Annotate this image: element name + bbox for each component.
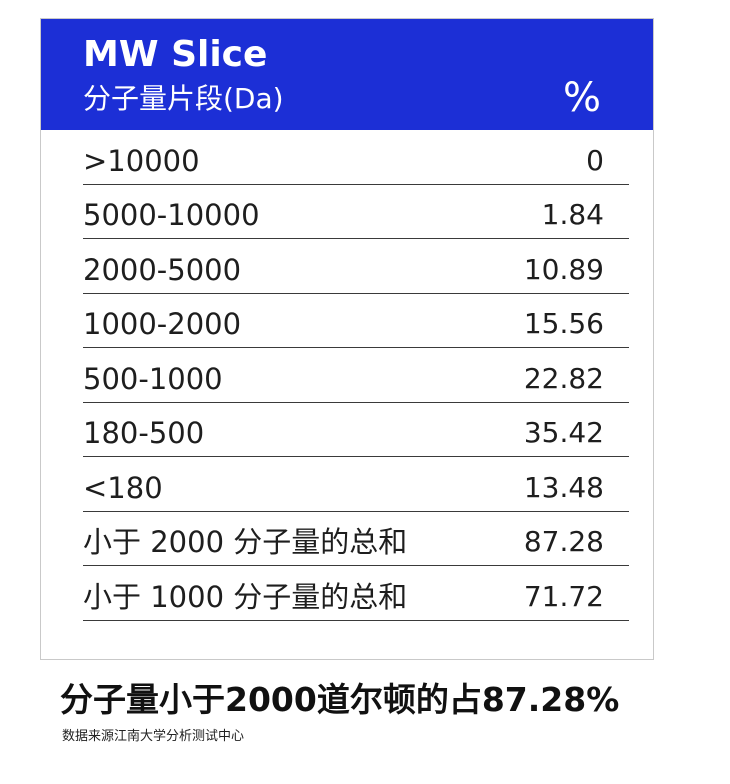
row-label: 小于 2000 分子量的总和 (83, 525, 408, 559)
row-label: 2000-5000 (83, 252, 242, 287)
percent-column-header: % (562, 75, 601, 121)
table-row: 5000-10000 1.84 (83, 185, 629, 239)
table-subtitle: 分子量片段(Da) (83, 82, 284, 115)
row-label: 1000-2000 (83, 307, 242, 341)
row-label: 小于 1000 分子量的总和 (83, 579, 408, 614)
row-label: 500-1000 (83, 361, 223, 396)
mw-slice-table-card: MW Slice 分子量片段(Da) % >10000 0 5000-10000… (40, 18, 654, 660)
row-value: 35.42 (523, 416, 604, 449)
table-header: MW Slice 分子量片段(Da) % (41, 19, 653, 130)
table-row: <180 13.48 (83, 457, 629, 512)
table-title: MW Slice (83, 34, 268, 75)
table-row: 小于 1000 分子量的总和 71.72 (83, 566, 629, 621)
row-label: 5000-10000 (83, 198, 260, 232)
row-value: 10.89 (523, 252, 604, 286)
row-value: 13.48 (523, 470, 604, 504)
table-row: >10000 0 (83, 130, 629, 185)
row-label: >10000 (83, 143, 200, 178)
table-row: 500-1000 22.82 (83, 348, 629, 403)
row-value: 0 (586, 143, 604, 177)
row-label: 180-500 (83, 416, 205, 450)
row-value: 22.82 (523, 361, 604, 395)
summary-headline: 分子量小于2000道尔顿的占87.28% (60, 680, 620, 719)
row-label: <180 (83, 470, 163, 505)
table-row: 2000-5000 10.89 (83, 239, 629, 294)
data-source-note: 数据来源江南大学分析测试中心 (62, 729, 245, 744)
table-row: 180-500 35.42 (83, 403, 629, 457)
table-row: 1000-2000 15.56 (83, 294, 629, 348)
table-row: 小于 2000 分子量的总和 87.28 (83, 512, 629, 566)
row-value: 1.84 (541, 198, 604, 231)
table-body: >10000 0 5000-10000 1.84 2000-5000 10.89… (83, 130, 629, 621)
row-value: 15.56 (523, 307, 604, 340)
row-value: 87.28 (523, 525, 604, 558)
row-value: 71.72 (523, 579, 604, 613)
